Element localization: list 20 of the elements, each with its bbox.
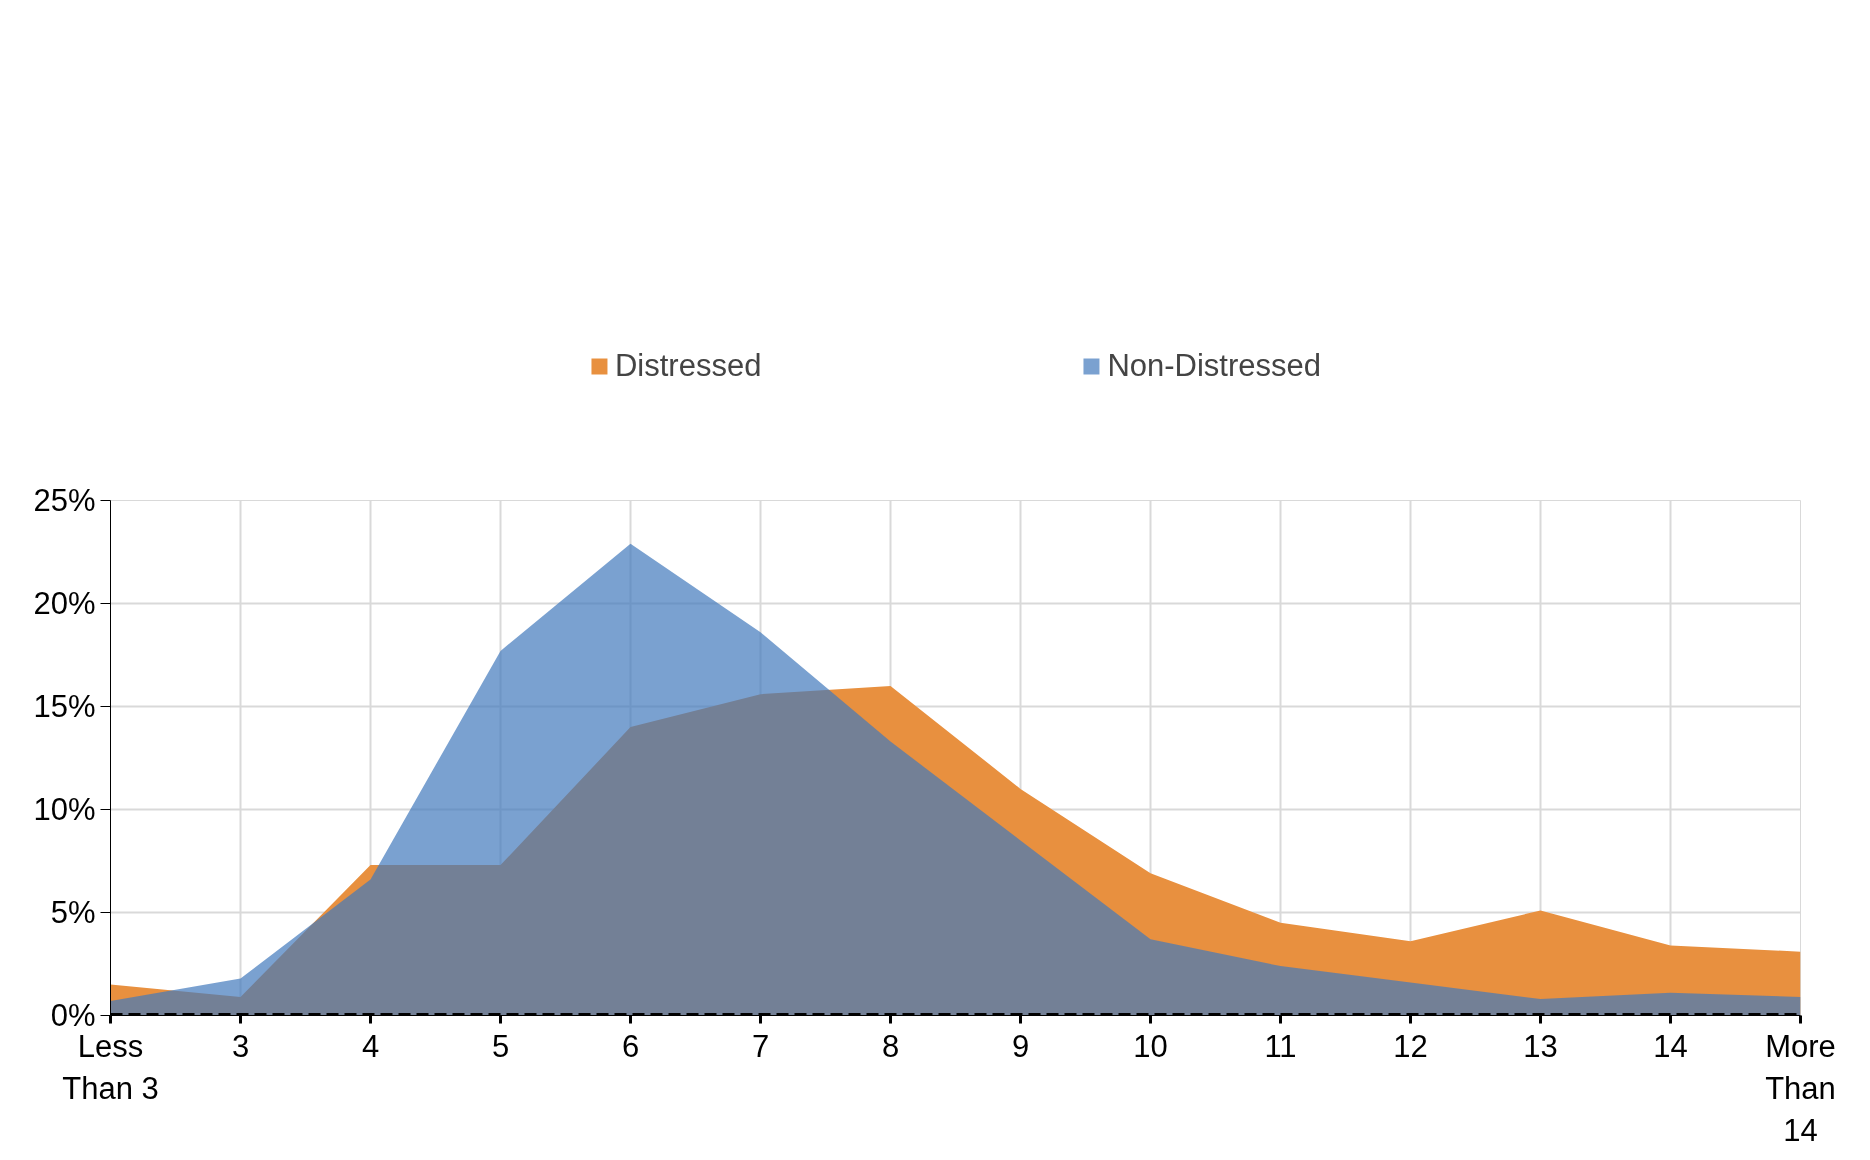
x-tick-label: 3 xyxy=(231,1028,250,1064)
x-tick-label: 9 xyxy=(1011,1028,1030,1064)
x-tick-label: 8 xyxy=(881,1028,900,1064)
x-tick-label: 5 xyxy=(491,1028,510,1064)
x-tick-label: 14 xyxy=(1653,1028,1688,1064)
y-tick-label: 5% xyxy=(50,895,96,930)
y-tick-label: 15% xyxy=(33,689,96,724)
y-tick-label: 20% xyxy=(33,586,96,621)
x-tick-label: 6 xyxy=(621,1028,640,1064)
x-tick-label: 10 xyxy=(1133,1028,1168,1064)
x-tick-label: More Than 14 xyxy=(1765,1028,1836,1148)
x-tick-label: 7 xyxy=(751,1028,770,1064)
y-tick-label: 25% xyxy=(33,483,96,518)
legend-label: Non-Distressed xyxy=(1107,348,1322,384)
x-tick-label: 11 xyxy=(1264,1028,1297,1064)
y-tick-label: 10% xyxy=(33,792,96,827)
x-tick-label: 13 xyxy=(1523,1028,1558,1064)
x-tick-label: 12 xyxy=(1393,1028,1428,1064)
x-tick-label: 4 xyxy=(361,1028,380,1064)
legend-label: Distressed xyxy=(614,348,762,384)
